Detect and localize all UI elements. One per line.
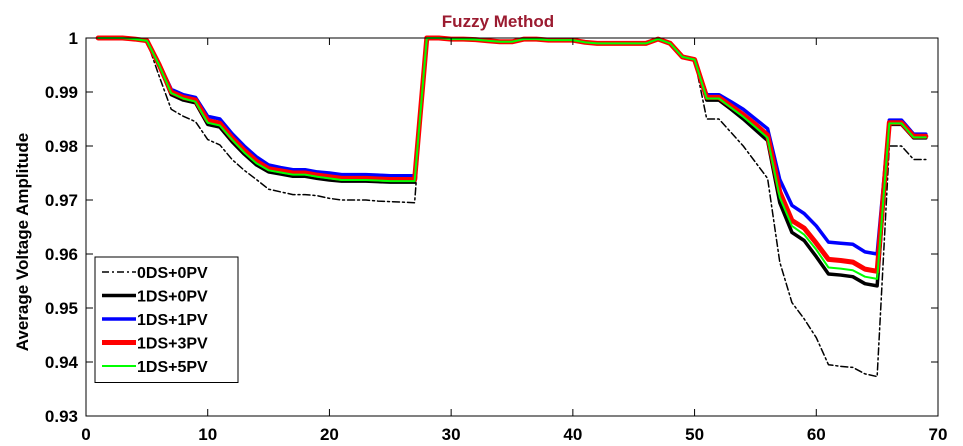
x-tick-label: 50: [685, 425, 704, 441]
y-axis-label: Average Voltage Amplitude: [13, 133, 32, 352]
y-tick-label: 0.94: [45, 353, 79, 372]
legend-label-1: 0DS+0PV: [137, 265, 208, 282]
x-tick-label: 30: [442, 425, 461, 441]
axes-layer: 0 10 20 30 40 50 60 70 0.93 0.94 0.95 0.96 0.97 0.98 0…: [45, 29, 948, 444]
y-tick-label: 0.99: [45, 83, 78, 102]
legend-label-3: 1DS+1PV: [137, 312, 208, 329]
legend-label-2: 1DS+0PV: [137, 289, 208, 306]
plot-frame: [85, 37, 939, 417]
legend: 0DS+0PV 1DS+0PV 1DS+1PV 1DS+3PV 1DS+5PV: [94, 256, 239, 383]
x-tick-label: 70: [929, 425, 948, 441]
x-tick-label: 10: [198, 425, 217, 441]
y-tick-label: 0.97: [45, 191, 78, 210]
x-tick-label: 0: [81, 425, 90, 441]
y-tick-label: 0.96: [45, 245, 78, 264]
y-tick-label: 0.95: [45, 299, 78, 318]
series-line-4: [95, 35, 929, 274]
chart-title: Fuzzy Method: [442, 12, 554, 31]
series-line-5: [97, 37, 927, 280]
y-tick-label: 0.93: [45, 407, 78, 426]
x-tick-label: 60: [807, 425, 826, 441]
x-tick-label: 40: [563, 425, 582, 441]
series-line-3: [96, 36, 928, 256]
y-tick-label: 0.98: [45, 137, 78, 156]
y-tick-label: 1: [69, 29, 78, 48]
x-tick-label: 20: [320, 425, 339, 441]
legend-label-5: 1DS+5PV: [137, 359, 208, 376]
series-line-2: [96, 36, 928, 288]
legend-label-4: 1DS+3PV: [137, 336, 208, 353]
series-layer: [95, 35, 929, 378]
